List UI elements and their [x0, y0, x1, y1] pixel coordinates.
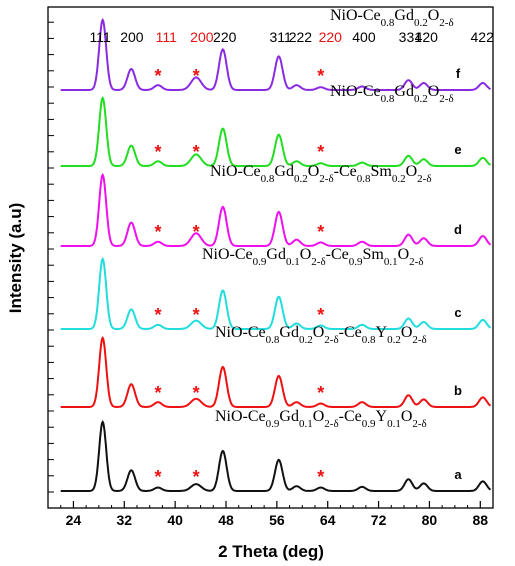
x-tick-label-8: 88 [472, 512, 488, 528]
series-line-b [60, 336, 492, 408]
series-letter-e: e [454, 142, 461, 157]
hkl-label-0: 111 [89, 29, 110, 45]
x-tick-label-1: 32 [116, 512, 132, 528]
hkl-label-11: 422 [471, 29, 495, 45]
series-line-a [60, 420, 492, 492]
nio-marker-f-1: * [193, 66, 200, 86]
series-line-c [60, 257, 492, 330]
hkl-label-8: 400 [352, 29, 376, 45]
series-line-e [60, 96, 491, 167]
x-tick-label-5: 64 [320, 512, 336, 528]
series-letter-a: a [454, 467, 462, 482]
nio-marker-a-0: * [154, 467, 161, 487]
series-label-e: NiO-Ce0.8Gd0.2O2-δ [330, 83, 454, 105]
nio-marker-d-0: * [154, 222, 161, 242]
nio-marker-e-1: * [193, 142, 200, 162]
hkl-label-10: 420 [415, 29, 439, 45]
nio-marker-e-0: * [154, 142, 161, 162]
x-tick-label-2: 40 [167, 512, 183, 528]
x-tick-label-7: 80 [422, 512, 438, 528]
hkl-label-4: 220 [213, 29, 237, 45]
hkl-label-5: 311 [270, 29, 293, 45]
series-label-d: NiO-Ce0.8Gd0.2O2-δ-Ce0.8Sm0.2O2-δ [210, 163, 432, 185]
nio-marker-d-1: * [193, 222, 200, 242]
series-letter-f: f [456, 66, 461, 81]
x-tick-label-0: 24 [66, 512, 82, 528]
nio-marker-c-2: * [317, 305, 324, 325]
series-letter-c: c [454, 305, 461, 320]
nio-marker-f-0: * [154, 66, 161, 86]
x-axis: 24 32 40 48 56 64 72 80 88 [60, 501, 494, 528]
hkl-label-1: 200 [120, 29, 144, 45]
nio-marker-d-2: * [317, 222, 324, 242]
hkl-label-3: 200 [190, 29, 214, 45]
series-label-c: NiO-Ce0.9Gd0.1O2-δ-Ce0.9Sm0.1O2-δ [202, 246, 424, 268]
hkl-label-7: 220 [319, 29, 343, 45]
series-label-a: NiO-Ce0.9Gd0.1O2-δ-Ce0.9Y0.1O2-δ [215, 408, 427, 430]
y-axis [48, 21, 54, 493]
x-axis-label: 2 Theta (deg) [218, 542, 324, 561]
plot-frame [47, 6, 494, 509]
series-line-f [60, 18, 491, 91]
series-letter-d: d [454, 222, 462, 237]
nio-marker-a-2: * [317, 467, 324, 487]
nio-marker-b-1: * [193, 383, 200, 403]
series-label-b: NiO-Ce0.8Gd0.2O2-δ-Ce0.8Y0.2O2-δ [215, 324, 427, 346]
x-tick-label-4: 56 [269, 512, 285, 528]
hkl-label-2: 111 [156, 29, 177, 45]
x-tick-label-6: 72 [371, 512, 387, 528]
series-letter-b: b [454, 383, 462, 398]
traces-layer [60, 18, 492, 492]
y-axis-label: Intensity (a.u) [6, 203, 25, 314]
hkl-label-9: 331 [399, 29, 423, 45]
nio-marker-b-0: * [154, 383, 161, 403]
nio-marker-e-2: * [317, 142, 324, 162]
series-label-f: NiO-Ce0.8Gd0.2O2-δ [330, 7, 454, 29]
nio-marker-b-2: * [317, 383, 324, 403]
nio-marker-c-1: * [193, 305, 200, 325]
series-line-d [60, 172, 492, 247]
nio-marker-c-0: * [154, 305, 161, 325]
nio-marker-a-1: * [193, 467, 200, 487]
x-tick-label-3: 48 [218, 512, 234, 528]
hkl-label-6: 222 [289, 29, 313, 45]
nio-marker-f-2: * [317, 66, 324, 86]
